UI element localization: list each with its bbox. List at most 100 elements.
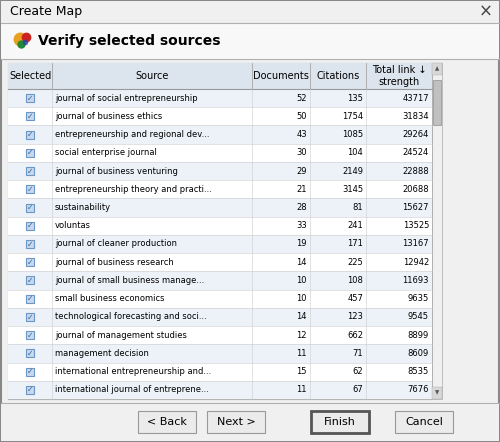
Bar <box>8 308 432 326</box>
Text: 43717: 43717 <box>402 94 429 103</box>
Text: ✓: ✓ <box>27 312 33 321</box>
Text: small business economics: small business economics <box>55 294 164 303</box>
Text: ✓: ✓ <box>27 203 33 212</box>
Text: journal of business research: journal of business research <box>55 258 174 267</box>
Bar <box>138 411 196 433</box>
Text: Documents: Documents <box>253 71 309 81</box>
Text: 29: 29 <box>296 167 307 175</box>
Bar <box>8 381 432 399</box>
Text: 62: 62 <box>352 367 363 376</box>
Bar <box>26 203 34 212</box>
Text: 13525: 13525 <box>402 221 429 230</box>
Text: 21: 21 <box>296 185 307 194</box>
Bar <box>8 144 432 162</box>
Text: journal of business ethics: journal of business ethics <box>55 112 162 121</box>
Bar <box>8 89 432 107</box>
Text: journal of cleaner production: journal of cleaner production <box>55 240 177 248</box>
Text: 662: 662 <box>347 331 363 339</box>
Bar <box>26 350 34 358</box>
Text: 30: 30 <box>296 149 307 157</box>
Bar <box>26 94 34 102</box>
Text: Finish: Finish <box>324 417 356 427</box>
Text: entrepreneurship theory and practi...: entrepreneurship theory and practi... <box>55 185 212 194</box>
Bar <box>8 235 432 253</box>
Bar <box>26 185 34 193</box>
Text: Create Map: Create Map <box>10 5 82 19</box>
Bar <box>8 217 432 235</box>
Text: ×: × <box>479 3 493 21</box>
Text: 11693: 11693 <box>402 276 429 285</box>
Text: 24524: 24524 <box>403 149 429 157</box>
Text: 71: 71 <box>352 349 363 358</box>
Text: sustainability: sustainability <box>55 203 111 212</box>
Text: Cancel: Cancel <box>405 417 443 427</box>
Text: 9635: 9635 <box>408 294 429 303</box>
Text: 14: 14 <box>296 312 307 321</box>
Bar <box>1 23 499 59</box>
Text: 9545: 9545 <box>408 312 429 321</box>
Bar <box>311 411 369 433</box>
Bar <box>1 403 499 441</box>
Text: journal of management studies: journal of management studies <box>55 331 187 339</box>
Text: Citations: Citations <box>316 71 360 81</box>
Text: ✓: ✓ <box>27 331 33 339</box>
Text: < Back: < Back <box>147 417 187 427</box>
Bar <box>8 162 432 180</box>
Text: 20688: 20688 <box>402 185 429 194</box>
Text: journal of social entrepreneurship: journal of social entrepreneurship <box>55 94 198 103</box>
Text: 22888: 22888 <box>402 167 429 175</box>
Text: 10: 10 <box>296 276 307 285</box>
Bar <box>26 331 34 339</box>
Bar <box>8 362 432 381</box>
Text: 15: 15 <box>296 367 307 376</box>
Text: 28: 28 <box>296 203 307 212</box>
Text: 104: 104 <box>347 149 363 157</box>
Text: ▲: ▲ <box>435 66 439 72</box>
Text: 13167: 13167 <box>402 240 429 248</box>
Text: 15627: 15627 <box>402 203 429 212</box>
Text: 1754: 1754 <box>342 112 363 121</box>
Text: ▼: ▼ <box>435 390 439 396</box>
Bar <box>26 112 34 120</box>
Text: 67: 67 <box>352 385 363 394</box>
Text: 8535: 8535 <box>408 367 429 376</box>
Bar <box>8 107 432 126</box>
Bar <box>26 313 34 321</box>
Text: 171: 171 <box>347 240 363 248</box>
Text: 135: 135 <box>347 94 363 103</box>
Text: voluntas: voluntas <box>55 221 91 230</box>
Text: ✓: ✓ <box>27 240 33 248</box>
Text: 10: 10 <box>296 294 307 303</box>
Text: 12: 12 <box>296 331 307 339</box>
Text: ✓: ✓ <box>27 385 33 394</box>
Text: ✓: ✓ <box>27 185 33 194</box>
Text: Source: Source <box>136 71 168 81</box>
Text: ✓: ✓ <box>27 349 33 358</box>
Text: 108: 108 <box>347 276 363 285</box>
Text: Selected: Selected <box>9 71 51 81</box>
Bar <box>26 276 34 285</box>
Bar <box>26 295 34 303</box>
Text: 29264: 29264 <box>402 130 429 139</box>
Text: international entrepreneurship and...: international entrepreneurship and... <box>55 367 211 376</box>
Text: ✓: ✓ <box>27 276 33 285</box>
Bar <box>8 63 432 399</box>
Text: ✓: ✓ <box>27 258 33 267</box>
Text: 1085: 1085 <box>342 130 363 139</box>
Bar <box>8 344 432 362</box>
Bar <box>8 271 432 290</box>
Text: technological forecasting and soci...: technological forecasting and soci... <box>55 312 207 321</box>
Text: 8899: 8899 <box>408 331 429 339</box>
Bar <box>1 1 499 23</box>
Text: ✓: ✓ <box>27 112 33 121</box>
Text: 2149: 2149 <box>342 167 363 175</box>
Text: 33: 33 <box>296 221 307 230</box>
Text: 7676: 7676 <box>408 385 429 394</box>
Text: 14: 14 <box>296 258 307 267</box>
Text: entrepreneurship and regional dev...: entrepreneurship and regional dev... <box>55 130 210 139</box>
Text: ✓: ✓ <box>27 221 33 230</box>
Text: 12942: 12942 <box>403 258 429 267</box>
Text: Next >: Next > <box>216 417 256 427</box>
Text: 123: 123 <box>347 312 363 321</box>
Bar <box>207 411 265 433</box>
